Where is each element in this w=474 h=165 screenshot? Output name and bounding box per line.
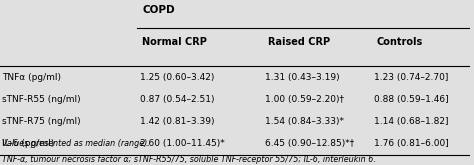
Text: 0.88 (0.59–1.46]: 0.88 (0.59–1.46]: [374, 95, 449, 104]
Text: 2.60 (1.00–11.45)*: 2.60 (1.00–11.45)*: [140, 139, 225, 148]
Text: TNFα (pg/ml): TNFα (pg/ml): [2, 73, 61, 82]
Text: sTNF-R75 (ng/ml): sTNF-R75 (ng/ml): [2, 117, 81, 126]
Text: 1.25 (0.60–3.42): 1.25 (0.60–3.42): [140, 73, 214, 82]
Text: 1.31 (0.43–3.19): 1.31 (0.43–3.19): [265, 73, 340, 82]
Text: 1.42 (0.81–3.39): 1.42 (0.81–3.39): [140, 117, 214, 126]
Text: Controls: Controls: [377, 37, 423, 47]
Text: 0.87 (0.54–2.51): 0.87 (0.54–2.51): [140, 95, 214, 104]
Text: 1.76 (0.81–6.00]: 1.76 (0.81–6.00]: [374, 139, 449, 148]
Text: TNF-α, tumour necrosis factor α; sTNF-R55/75, soluble TNF-receptor 55/75; IL-6, : TNF-α, tumour necrosis factor α; sTNF-R5…: [2, 155, 376, 164]
Text: Raised CRP: Raised CRP: [268, 37, 330, 47]
Text: 6.45 (0.90–12.85)*†: 6.45 (0.90–12.85)*†: [265, 139, 355, 148]
Text: 1.23 (0.74–2.70]: 1.23 (0.74–2.70]: [374, 73, 449, 82]
Text: 1.54 (0.84–3.33)*: 1.54 (0.84–3.33)*: [265, 117, 345, 126]
Text: COPD: COPD: [142, 5, 175, 15]
Text: Normal CRP: Normal CRP: [142, 37, 207, 47]
Text: Values presented as median (range).: Values presented as median (range).: [2, 139, 150, 148]
Text: 1.14 (0.68–1.82]: 1.14 (0.68–1.82]: [374, 117, 449, 126]
Text: IL-6 (pg/ml): IL-6 (pg/ml): [2, 139, 55, 148]
Text: 1.00 (0.59–2.20)†: 1.00 (0.59–2.20)†: [265, 95, 345, 104]
Text: sTNF-R55 (ng/ml): sTNF-R55 (ng/ml): [2, 95, 81, 104]
